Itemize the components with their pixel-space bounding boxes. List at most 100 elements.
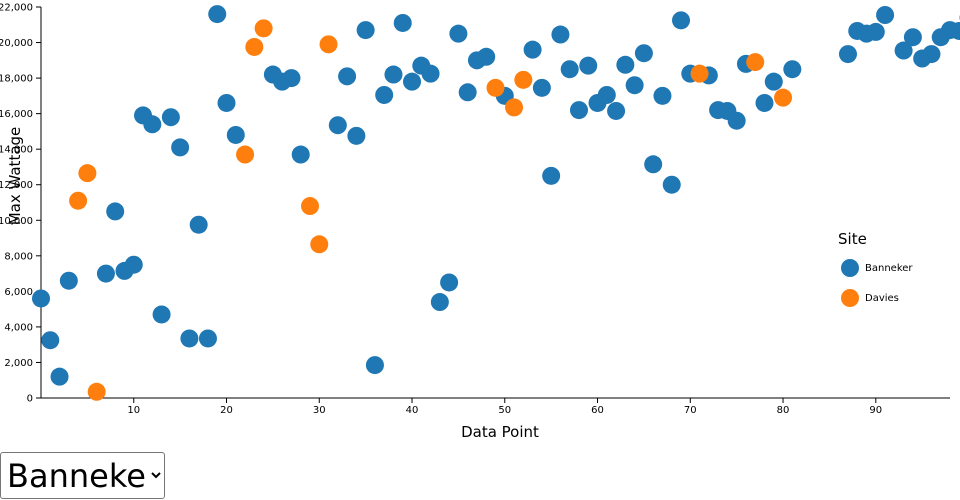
data-point-banneker bbox=[226, 125, 245, 144]
y-tick-label: 14,000 bbox=[0, 145, 33, 156]
data-point-banneker bbox=[50, 367, 69, 386]
data-point-banneker bbox=[421, 64, 440, 83]
data-point-banneker bbox=[764, 72, 783, 91]
data-point-banneker bbox=[403, 72, 422, 91]
data-point-banneker bbox=[903, 28, 922, 47]
data-point-banneker bbox=[838, 45, 857, 64]
x-tick-label: 10 bbox=[127, 405, 140, 416]
y-axis-title: Max Wattage bbox=[6, 127, 24, 226]
x-tick-label: 50 bbox=[498, 405, 511, 416]
data-point-banneker bbox=[569, 101, 588, 120]
data-point-banneker bbox=[440, 273, 459, 292]
data-point-banneker bbox=[124, 255, 143, 274]
data-point-banneker bbox=[189, 215, 208, 234]
data-point-banneker bbox=[523, 40, 542, 59]
data-point-banneker bbox=[607, 101, 626, 120]
data-point-banneker bbox=[625, 76, 644, 95]
data-point-davies bbox=[300, 197, 319, 216]
data-point-davies bbox=[746, 53, 765, 72]
data-point-davies bbox=[245, 37, 264, 56]
data-point-banneker bbox=[783, 60, 802, 79]
data-point-banneker bbox=[616, 55, 635, 74]
data-point-banneker bbox=[375, 85, 394, 104]
data-point-banneker bbox=[356, 21, 375, 40]
data-point-banneker bbox=[365, 356, 384, 375]
data-point-davies bbox=[78, 164, 97, 183]
data-point-banneker bbox=[161, 108, 180, 127]
data-point-banneker bbox=[458, 83, 477, 102]
data-point-banneker bbox=[560, 60, 579, 79]
legend-swatch-davies bbox=[841, 289, 859, 307]
y-tick-label: 18,000 bbox=[0, 74, 33, 85]
legend: Site Banneker Davies bbox=[838, 230, 913, 307]
data-point-banneker bbox=[866, 22, 885, 41]
data-point-banneker bbox=[876, 5, 895, 24]
y-tick-label: 6,000 bbox=[4, 287, 33, 298]
data-point-banneker bbox=[551, 25, 570, 44]
x-tick-label: 70 bbox=[684, 405, 697, 416]
data-point-banneker bbox=[532, 78, 551, 97]
y-tick-label: 20,000 bbox=[0, 38, 33, 49]
x-tick-label: 60 bbox=[591, 405, 604, 416]
data-point-banneker bbox=[393, 13, 412, 32]
data-point-banneker bbox=[634, 44, 653, 63]
x-tick-label: 80 bbox=[777, 405, 790, 416]
x-tick-label: 90 bbox=[869, 405, 882, 416]
data-point-banneker bbox=[32, 289, 50, 308]
data-point-banneker bbox=[597, 85, 616, 104]
x-tick-label: 30 bbox=[313, 405, 326, 416]
data-point-banneker bbox=[950, 21, 960, 40]
x-tick-label: 40 bbox=[406, 405, 419, 416]
data-point-banneker bbox=[106, 202, 125, 221]
y-tick-label: 8,000 bbox=[4, 251, 33, 262]
data-point-davies bbox=[774, 88, 793, 107]
legend-swatch-banneker bbox=[841, 259, 859, 277]
y-tick-label: 12,000 bbox=[0, 180, 33, 191]
x-axis: 10 20 30 40 50 60 70 80 90 bbox=[41, 397, 950, 416]
data-point-banneker bbox=[755, 93, 774, 112]
x-axis-title: Data Point bbox=[461, 423, 539, 441]
data-point-banneker bbox=[338, 67, 357, 86]
y-tick-label: 2,000 bbox=[4, 358, 33, 369]
data-point-davies bbox=[514, 70, 533, 89]
site-select[interactable]: Banneker Davies bbox=[0, 452, 165, 499]
data-point-davies bbox=[69, 191, 88, 210]
data-point-banneker bbox=[922, 45, 941, 64]
data-point-banneker bbox=[542, 166, 561, 185]
data-point-davies bbox=[87, 382, 106, 401]
data-points bbox=[32, 5, 960, 401]
data-point-banneker bbox=[384, 65, 403, 84]
data-point-banneker bbox=[662, 175, 681, 194]
data-point-banneker bbox=[430, 293, 449, 312]
data-point-banneker bbox=[208, 5, 227, 24]
data-point-banneker bbox=[41, 331, 60, 350]
data-point-davies bbox=[236, 145, 255, 164]
data-point-banneker bbox=[171, 138, 190, 157]
y-tick-label: 4,000 bbox=[4, 322, 33, 333]
data-point-davies bbox=[486, 78, 505, 97]
y-tick-label: 10,000 bbox=[0, 216, 33, 227]
data-point-banneker bbox=[328, 116, 347, 135]
data-point-banneker bbox=[347, 126, 366, 145]
data-point-banneker bbox=[96, 264, 115, 283]
data-point-banneker bbox=[727, 111, 746, 130]
data-point-banneker bbox=[180, 329, 199, 348]
data-point-banneker bbox=[894, 41, 913, 60]
data-point-davies bbox=[254, 19, 273, 38]
data-point-banneker bbox=[143, 115, 162, 134]
y-tick-label: 0 bbox=[27, 394, 33, 405]
data-point-banneker bbox=[59, 271, 78, 290]
legend-title: Site bbox=[838, 230, 867, 248]
data-point-davies bbox=[505, 98, 524, 117]
data-point-banneker bbox=[217, 93, 236, 112]
scatter-chart: 0 2,000 4,000 6,000 8,000 10,000 12,000 14,000 1… bbox=[0, 3, 960, 441]
x-tick-label: 20 bbox=[220, 405, 233, 416]
data-point-davies bbox=[310, 235, 329, 254]
data-point-banneker bbox=[644, 155, 663, 174]
y-axis: 0 2,000 4,000 6,000 8,000 10,000 12,000 14,000 1… bbox=[0, 3, 42, 405]
legend-label-davies: Davies bbox=[865, 293, 899, 304]
data-point-davies bbox=[690, 64, 709, 83]
data-point-banneker bbox=[291, 145, 310, 164]
data-point-davies bbox=[319, 35, 338, 54]
data-point-banneker bbox=[579, 56, 598, 75]
